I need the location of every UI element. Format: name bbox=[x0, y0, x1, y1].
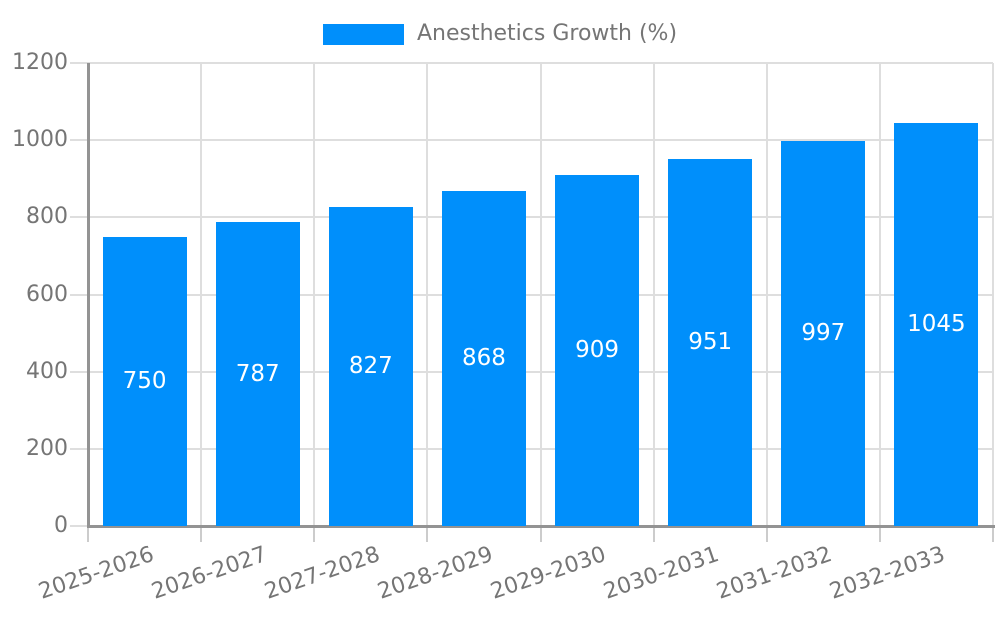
bar-chart: Anesthetics Growth (%) 750 787 827 868 909 95… bbox=[0, 21, 1000, 605]
gridline-horizontal bbox=[70, 447, 993, 450]
gridline-horizontal bbox=[70, 216, 993, 219]
x-axis-tick bbox=[87, 526, 89, 542]
legend-item[interactable]: Anesthetics Growth (%) bbox=[0, 21, 1000, 47]
bar[interactable] bbox=[215, 222, 300, 526]
gridline-vertical bbox=[200, 63, 203, 526]
y-axis-label: 0 bbox=[54, 513, 68, 538]
bar[interactable] bbox=[781, 141, 866, 526]
x-axis-tick bbox=[765, 526, 768, 542]
y-axis-line bbox=[86, 63, 90, 526]
bar[interactable] bbox=[441, 191, 526, 526]
y-axis-label: 1000 bbox=[12, 127, 68, 153]
bar[interactable] bbox=[102, 236, 187, 526]
legend-label: Anesthetics Growth (%) bbox=[416, 21, 678, 46]
y-axis-label: 1200 bbox=[12, 50, 68, 75]
bar[interactable] bbox=[668, 159, 753, 526]
gridline-vertical bbox=[539, 63, 542, 526]
y-axis-label: 400 bbox=[26, 358, 68, 384]
gridline-vertical bbox=[426, 63, 429, 526]
gridline-vertical bbox=[765, 63, 768, 526]
gridline-vertical bbox=[992, 63, 994, 526]
x-axis-tick bbox=[878, 526, 881, 542]
bar-value-label: 787 bbox=[235, 360, 280, 387]
x-axis-tick bbox=[652, 526, 655, 542]
bar-value-label: 868 bbox=[461, 345, 506, 372]
bar-value-label: 951 bbox=[688, 329, 733, 356]
gridline-horizontal bbox=[70, 139, 993, 142]
y-axis-label: 800 bbox=[26, 204, 68, 230]
x-axis-tick bbox=[313, 526, 316, 542]
bar[interactable] bbox=[555, 175, 640, 526]
gridline-horizontal bbox=[70, 293, 993, 296]
bar-value-label: 909 bbox=[575, 337, 620, 364]
bar-value-label: 750 bbox=[122, 367, 167, 394]
x-axis-tick bbox=[426, 526, 429, 542]
gridline-vertical bbox=[652, 63, 655, 526]
x-axis-tick bbox=[992, 526, 994, 542]
bar-value-label: 997 bbox=[801, 320, 846, 347]
bar-value-label: 827 bbox=[348, 352, 393, 379]
x-axis-tick bbox=[539, 526, 542, 542]
gridline-horizontal bbox=[70, 62, 993, 64]
gridline-vertical bbox=[313, 63, 316, 526]
bar[interactable] bbox=[328, 206, 413, 526]
y-axis-label: 200 bbox=[26, 435, 68, 461]
x-axis-line bbox=[86, 524, 995, 528]
gridline-horizontal bbox=[70, 370, 993, 373]
x-axis-tick bbox=[200, 526, 203, 542]
bar-value-label: 1045 bbox=[907, 310, 966, 337]
gridline-vertical bbox=[878, 63, 881, 526]
y-axis-label: 600 bbox=[26, 281, 68, 307]
legend-swatch bbox=[322, 23, 404, 45]
bar[interactable] bbox=[894, 122, 979, 526]
